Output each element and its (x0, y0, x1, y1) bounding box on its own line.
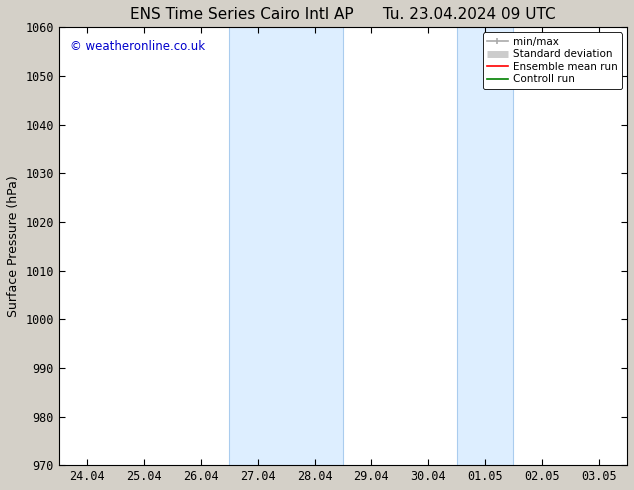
Text: © weatheronline.co.uk: © weatheronline.co.uk (70, 40, 205, 53)
Legend: min/max, Standard deviation, Ensemble mean run, Controll run: min/max, Standard deviation, Ensemble me… (482, 32, 622, 89)
Y-axis label: Surface Pressure (hPa): Surface Pressure (hPa) (7, 175, 20, 317)
Title: ENS Time Series Cairo Intl AP      Tu. 23.04.2024 09 UTC: ENS Time Series Cairo Intl AP Tu. 23.04.… (130, 7, 556, 22)
Bar (456, 27, 514, 465)
Bar (230, 27, 343, 465)
